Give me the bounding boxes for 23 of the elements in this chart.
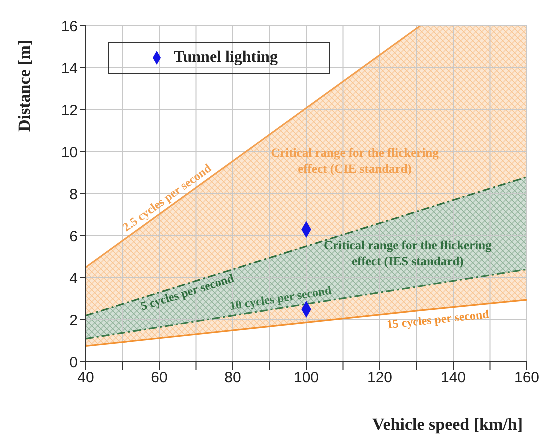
y-tick-label: 10 [61,144,78,162]
x-tick-label: 100 [294,370,320,387]
y-tick-label: 12 [61,102,78,120]
x-tick-label: 40 [78,370,94,387]
x-tick-label: 80 [224,370,242,387]
x-tick-label: 140 [440,370,466,387]
annotation: Critical range for the flickering effect (CIE standard) [271,146,440,176]
y-tick-label: 14 [61,60,78,78]
legend-label: Tunnel lighting [174,49,278,66]
y-tick-label: 16 [61,18,78,36]
x-tick-label: 160 [514,370,540,387]
y-axis-title: Distance [m] [15,40,34,132]
x-tick-label: 60 [151,370,168,387]
text: 10 cycles per second [228,283,333,314]
x-tick-label: 120 [367,370,393,387]
y-tick-label: 8 [70,186,78,204]
y-tick-label: 0 [70,354,78,372]
y-tick-label: 4 [70,270,78,288]
annotation: Critical range for the flickering effect (IES standard) [324,238,493,268]
text: 15 cycles per second [386,307,490,332]
y-tick-label: 2 [70,312,78,330]
y-tick-label: 6 [70,228,78,246]
x-axis-title: Vehicle speed [km/h] [372,415,523,434]
